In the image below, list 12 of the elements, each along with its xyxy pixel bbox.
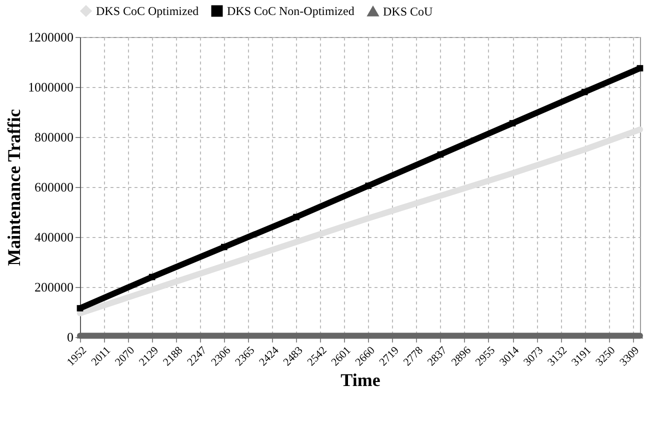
y-tick-label: 800000 — [34, 130, 74, 144]
x-axis-title: Time — [340, 370, 380, 390]
y-axis-title: Maintenance Traffic — [4, 109, 24, 266]
y-tick-label: 0 — [67, 330, 74, 344]
y-tick-label: 600000 — [34, 180, 74, 194]
y-tick-label: 1200000 — [28, 30, 74, 44]
legend-label: DKS CoU — [383, 4, 434, 18]
y-tick-label: 1000000 — [28, 80, 74, 94]
legend-label: DKS CoC Non-Optimized — [227, 4, 354, 18]
y-tick-label: 200000 — [34, 280, 74, 294]
y-tick-label: 400000 — [34, 230, 74, 244]
legend-label: DKS CoC Optimized — [96, 4, 199, 18]
